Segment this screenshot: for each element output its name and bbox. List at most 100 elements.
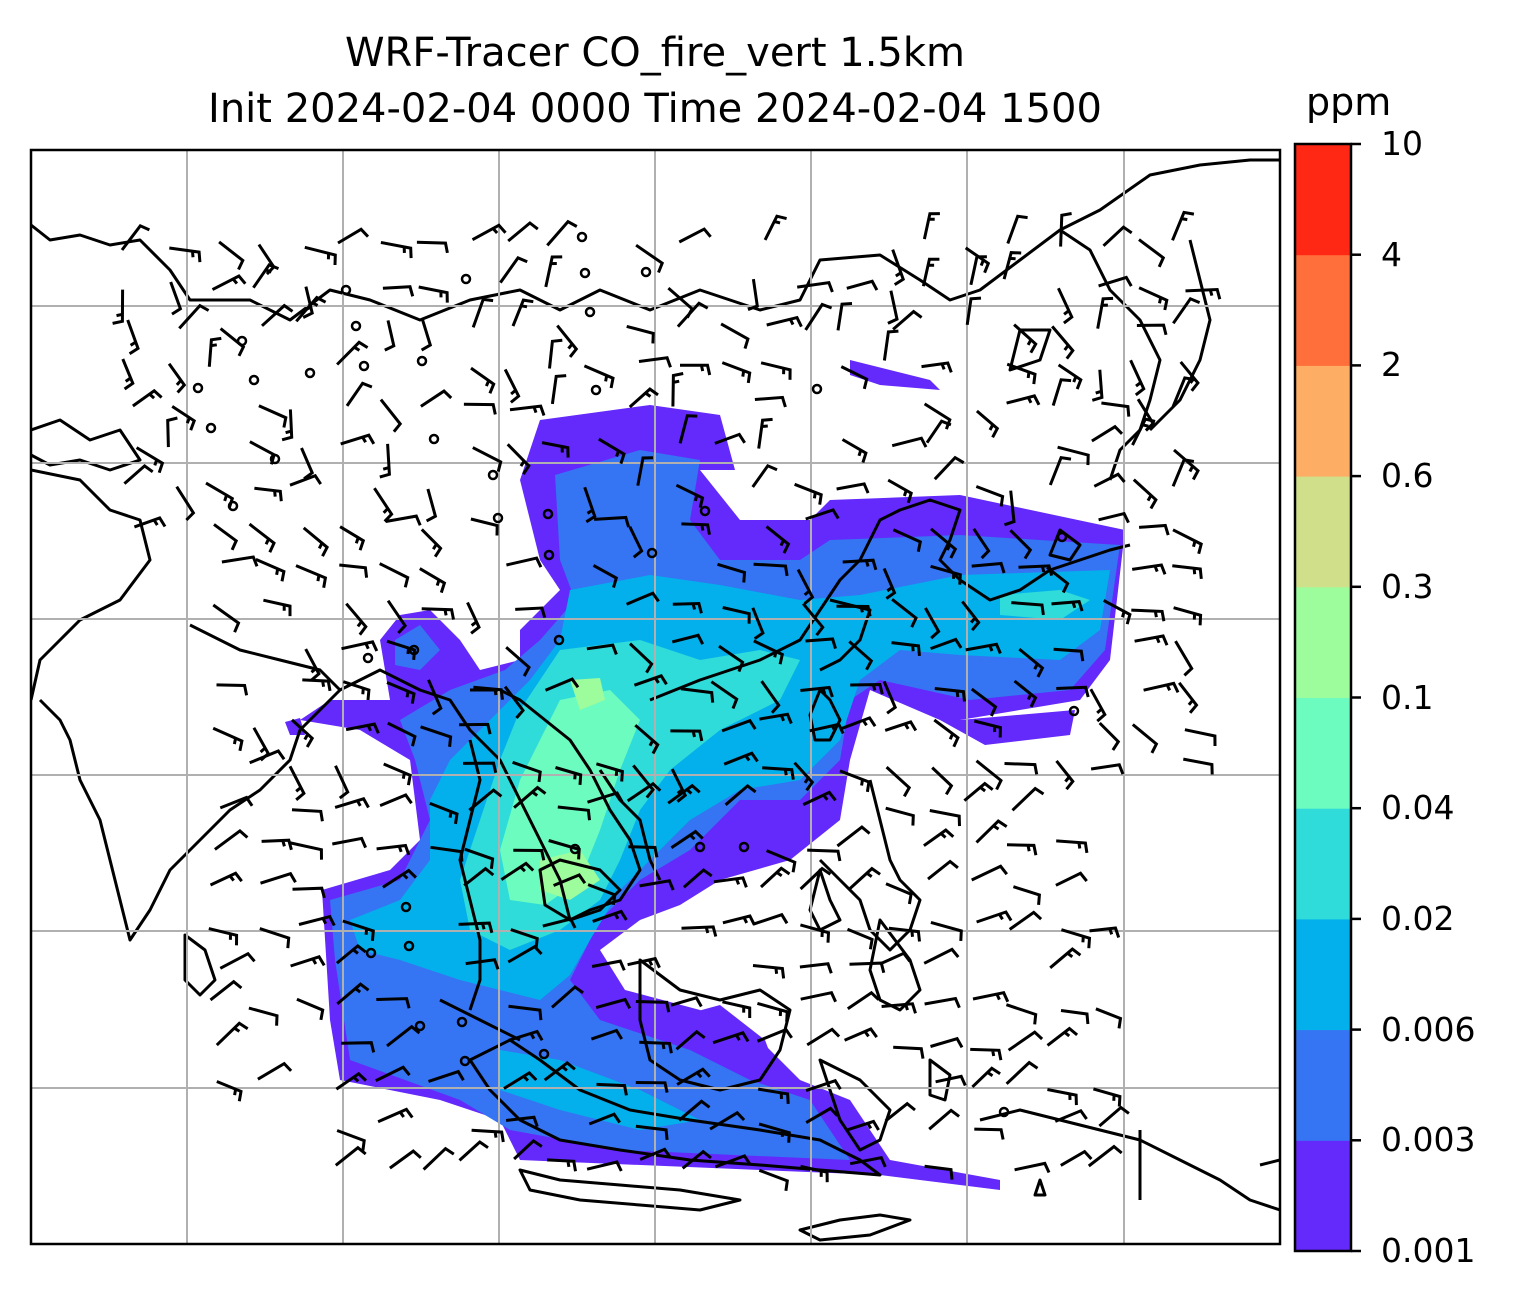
wind-barb (849, 961, 886, 974)
wind-barb (1089, 688, 1107, 723)
wind-barb (298, 914, 336, 927)
wind-barb (1138, 238, 1166, 268)
wind-barb (799, 962, 833, 974)
wind-barb (670, 996, 703, 1008)
wind-barb (924, 996, 961, 1009)
wind-barb (635, 243, 665, 274)
wind-barb (169, 281, 183, 316)
wind-barb (544, 255, 563, 288)
wind-barb (430, 845, 464, 862)
wind-barb (717, 562, 747, 583)
wind-barb (588, 1112, 621, 1126)
wind-barb (753, 562, 789, 577)
wind-barb (626, 591, 660, 606)
wind-barb (292, 886, 326, 899)
wind-barb (335, 943, 367, 965)
wind-barb (167, 362, 187, 394)
wind-barb (972, 990, 1010, 1003)
wind-barb (634, 724, 660, 755)
wind-barb (345, 381, 373, 407)
wind-barb-calm (584, 306, 596, 318)
wind-barb (969, 255, 987, 286)
wind-barb (1173, 606, 1203, 626)
wind-barb (927, 859, 959, 881)
wind-barbs (112, 210, 1222, 1192)
wind-barb (670, 829, 704, 849)
wind-barb (1173, 448, 1200, 481)
wind-barb (506, 443, 531, 476)
wind-barb (583, 486, 597, 524)
wind-barb (971, 864, 1008, 882)
wind-barb-calm (542, 508, 554, 520)
wind-barb (503, 685, 525, 719)
wind-barb (295, 564, 328, 588)
wind-barb (341, 640, 379, 652)
wind-barb-calm (400, 901, 412, 913)
wind-barb (505, 1115, 539, 1128)
wind-barb (1101, 401, 1131, 417)
wind-barb (339, 563, 369, 578)
wind-barb (1013, 323, 1038, 354)
wind-barb (542, 917, 577, 929)
wind-barb (935, 1074, 967, 1087)
wind-barb (758, 1122, 791, 1143)
wind-barb (507, 944, 543, 964)
wind-barb (884, 1101, 916, 1123)
colorbar-tick-label: 0.04 (1381, 788, 1455, 828)
wind-barb (923, 947, 960, 965)
wind-barb (975, 409, 1000, 439)
wind-barb (975, 485, 1005, 507)
wind-barb (511, 298, 534, 327)
wind-barb (752, 912, 789, 926)
wind-barb (840, 716, 877, 731)
wind-barb-calm (487, 469, 499, 481)
wind-barb (1098, 511, 1130, 524)
wind-barb-calm (811, 383, 823, 395)
wind-barb (972, 527, 991, 560)
colorbar-tick-label: 0.001 (1381, 1231, 1476, 1270)
wind-barb (255, 558, 286, 582)
wind-barb (386, 1024, 421, 1048)
wind-barb (248, 522, 276, 553)
wind-barb (557, 805, 591, 821)
wind-barb (386, 599, 408, 635)
wind-barb (379, 793, 413, 807)
wind-barb (508, 1004, 543, 1021)
wind-barb (334, 765, 350, 800)
wind-barb (207, 336, 222, 367)
wind-barb (891, 641, 921, 657)
wind-barb-calm (998, 1106, 1010, 1118)
wind-barb (849, 1155, 887, 1168)
wind-barb (836, 604, 872, 617)
wind-barb (126, 319, 140, 356)
colorbar-segment (1295, 365, 1351, 477)
wind-barb-calm (1056, 531, 1068, 543)
wind-barb (633, 673, 668, 687)
wind-barb (762, 766, 795, 780)
wind-barb (135, 446, 165, 474)
wind-barb (212, 603, 241, 633)
wind-barb (209, 979, 243, 1002)
wind-barb (553, 873, 587, 887)
wind-barb (675, 1029, 706, 1051)
wind-barb (249, 749, 286, 765)
colorbar-tick-label: 0.02 (1381, 898, 1455, 938)
wind-barb (933, 455, 965, 481)
wind-barb (720, 322, 750, 350)
colorbar-tick-label: 10 (1381, 124, 1423, 163)
wind-barb (166, 416, 178, 448)
wind-barb (1095, 1007, 1123, 1029)
wind-barb (1131, 417, 1156, 446)
wind-barb (304, 245, 337, 266)
wind-barb (632, 764, 655, 799)
wind-barb (466, 601, 481, 635)
wind-barb (763, 214, 787, 241)
wind-barb (1051, 378, 1072, 407)
wind-barb (804, 302, 833, 331)
wind-barb (1056, 839, 1089, 854)
wind-barb (259, 927, 291, 949)
wind-barb (766, 315, 803, 328)
wind-barb (212, 726, 244, 752)
wind-barb (427, 679, 443, 716)
wind-barb (290, 955, 326, 968)
